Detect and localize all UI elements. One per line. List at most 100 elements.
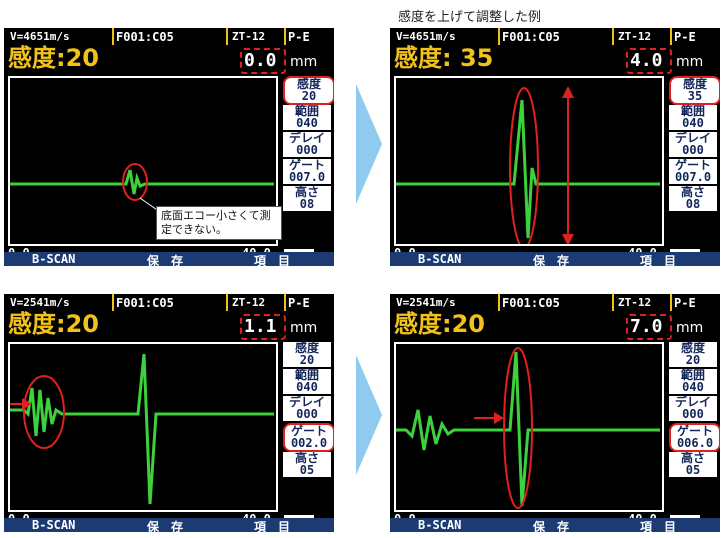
up-arrow-icon	[562, 86, 574, 98]
echo-trace	[396, 99, 660, 239]
side-item-range[interactable]: 範囲 040	[283, 369, 331, 396]
menu-save[interactable]: 保 存	[147, 520, 184, 532]
sensitivity-display: 感度:20	[8, 310, 99, 338]
side-item-height[interactable]: 高さ 05	[669, 452, 717, 479]
screen-panel: V=2541m/s F001:C05 ZT-12 P-E 感度:20 7.0 m…	[390, 294, 720, 532]
side-item-gate[interactable]: ゲート 002.0	[283, 423, 334, 452]
menu-bscan[interactable]: B-SCAN	[32, 518, 76, 532]
menu-save[interactable]: 保 存	[533, 254, 570, 266]
probe-readout: ZT-12	[618, 296, 652, 309]
status-bar: V=4651m/s F001:C05 ZT-12 P-E	[390, 28, 720, 45]
waveform-view	[8, 342, 278, 512]
depth-unit: mm	[676, 320, 704, 336]
menu-items[interactable]: 項 目	[640, 254, 677, 266]
probe-readout: ZT-12	[232, 30, 266, 43]
menu-save[interactable]: 保 存	[533, 520, 570, 532]
depth-highlight	[626, 48, 672, 74]
side-item-range[interactable]: 範囲 040	[283, 105, 331, 132]
side-item-sensitivity[interactable]: 感度 20	[669, 342, 717, 369]
side-item-height[interactable]: 高さ 08	[669, 186, 717, 213]
side-item-delay[interactable]: デレイ 000	[283, 396, 331, 423]
menu-bscan[interactable]: B-SCAN	[418, 252, 462, 266]
side-menu: 感度 20 範囲 040 デレイ 000 ゲート 002.0 高さ 05	[282, 342, 334, 514]
side-item-delay[interactable]: デレイ 000	[283, 132, 331, 159]
side-item-height[interactable]: 高さ 05	[283, 452, 331, 479]
file-readout: F001:C05	[502, 296, 560, 310]
mode-readout: P-E	[674, 30, 696, 44]
status-bar: V=4651m/s F001:C05 ZT-12 P-E	[4, 28, 334, 45]
velocity-readout: V=4651m/s	[10, 30, 70, 43]
status-bar: V=2541m/s F001:C05 ZT-12 P-E	[4, 294, 334, 311]
waveform-view	[394, 76, 664, 246]
file-readout: F001:C05	[502, 30, 560, 44]
menu-bscan[interactable]: B-SCAN	[32, 252, 76, 266]
velocity-readout: V=4651m/s	[396, 30, 456, 43]
depth-value: 4.0	[630, 50, 663, 71]
right-arrow-icon	[22, 398, 32, 410]
echo-highlight	[503, 347, 533, 509]
file-readout: F001:C05	[116, 296, 174, 310]
screen-panel: V=4651m/s F001:C05 ZT-12 P-E 感度:20 0.0 m…	[4, 28, 334, 266]
depth-value: 0.0	[244, 50, 277, 71]
waveform-plot	[396, 347, 660, 509]
mode-readout: P-E	[674, 296, 696, 310]
menu-items[interactable]: 項 目	[640, 520, 677, 532]
velocity-readout: V=2541m/s	[10, 296, 70, 309]
side-item-sensitivity[interactable]: 感度 35	[669, 76, 720, 105]
depth-unit: mm	[676, 54, 704, 70]
down-arrow-icon	[562, 234, 574, 244]
side-item-gate[interactable]: ゲート 006.0	[669, 423, 720, 452]
side-menu: 感度 35 範囲 040 デレイ 000 ゲート 007.0 高さ 08	[668, 76, 720, 248]
depth-highlight	[240, 48, 286, 74]
depth-unit: mm	[290, 54, 318, 70]
depth-highlight	[240, 314, 286, 340]
menu-bscan[interactable]: B-SCAN	[418, 518, 462, 532]
side-menu: 感度 20 範囲 040 デレイ 000 ゲート 007.0 高さ 08	[282, 76, 334, 248]
waveform-view	[394, 342, 664, 512]
depth-highlight	[626, 314, 672, 340]
sensitivity-display: 感度: 35	[394, 44, 494, 72]
transition-arrow-bottom	[356, 355, 382, 475]
mode-readout: P-E	[288, 296, 310, 310]
velocity-readout: V=2541m/s	[396, 296, 456, 309]
side-item-range[interactable]: 範囲 040	[669, 105, 717, 132]
side-item-gate[interactable]: ゲート 007.0	[283, 159, 331, 186]
echo-trace	[10, 353, 274, 505]
side-item-sensitivity[interactable]: 感度 20	[283, 76, 334, 105]
sensitivity-display: 感度:20	[394, 310, 485, 338]
depth-unit: mm	[290, 320, 318, 336]
bottom-menu: B-SCAN 保 存 項 目	[4, 252, 334, 266]
bottom-menu: B-SCAN 保 存 項 目	[390, 518, 720, 532]
probe-readout: ZT-12	[618, 30, 652, 43]
bottom-menu: B-SCAN 保 存 項 目	[390, 252, 720, 266]
side-item-height[interactable]: 高さ 08	[283, 186, 331, 213]
depth-value: 7.0	[630, 316, 663, 337]
menu-save[interactable]: 保 存	[147, 254, 184, 266]
mode-readout: P-E	[288, 30, 310, 44]
echo-highlight	[122, 163, 148, 201]
echo-highlight	[509, 87, 539, 244]
menu-items[interactable]: 項 目	[254, 520, 291, 532]
file-readout: F001:C05	[116, 30, 174, 44]
side-item-gate[interactable]: ゲート 007.0	[669, 159, 717, 186]
right-arrow-icon	[494, 412, 504, 424]
side-menu: 感度 20 範囲 040 デレイ 000 ゲート 006.0 高さ 05	[668, 342, 720, 514]
side-item-delay[interactable]: デレイ 000	[669, 396, 717, 423]
sensitivity-display: 感度:20	[8, 44, 99, 72]
waveform-plot	[396, 86, 660, 244]
screen-panel: V=4651m/s F001:C05 ZT-12 P-E 感度: 35 4.0 …	[390, 28, 720, 266]
side-item-range[interactable]: 範囲 040	[669, 369, 717, 396]
status-bar: V=2541m/s F001:C05 ZT-12 P-E	[390, 294, 720, 311]
waveform-plot	[10, 353, 274, 505]
echo-trace	[396, 351, 660, 507]
transition-arrow-top	[356, 84, 382, 204]
menu-items[interactable]: 項 目	[254, 254, 291, 266]
side-item-sensitivity[interactable]: 感度 20	[283, 342, 331, 369]
example-caption: 感度を上げて調整した例	[398, 10, 542, 25]
probe-readout: ZT-12	[232, 296, 266, 309]
bottom-menu: B-SCAN 保 存 項 目	[4, 518, 334, 532]
echo-highlight	[23, 375, 65, 449]
callout-note: 底面エコー小さくて測定できない。	[156, 206, 282, 240]
screen-panel: V=2541m/s F001:C05 ZT-12 P-E 感度:20 1.1 m…	[4, 294, 334, 532]
side-item-delay[interactable]: デレイ 000	[669, 132, 717, 159]
